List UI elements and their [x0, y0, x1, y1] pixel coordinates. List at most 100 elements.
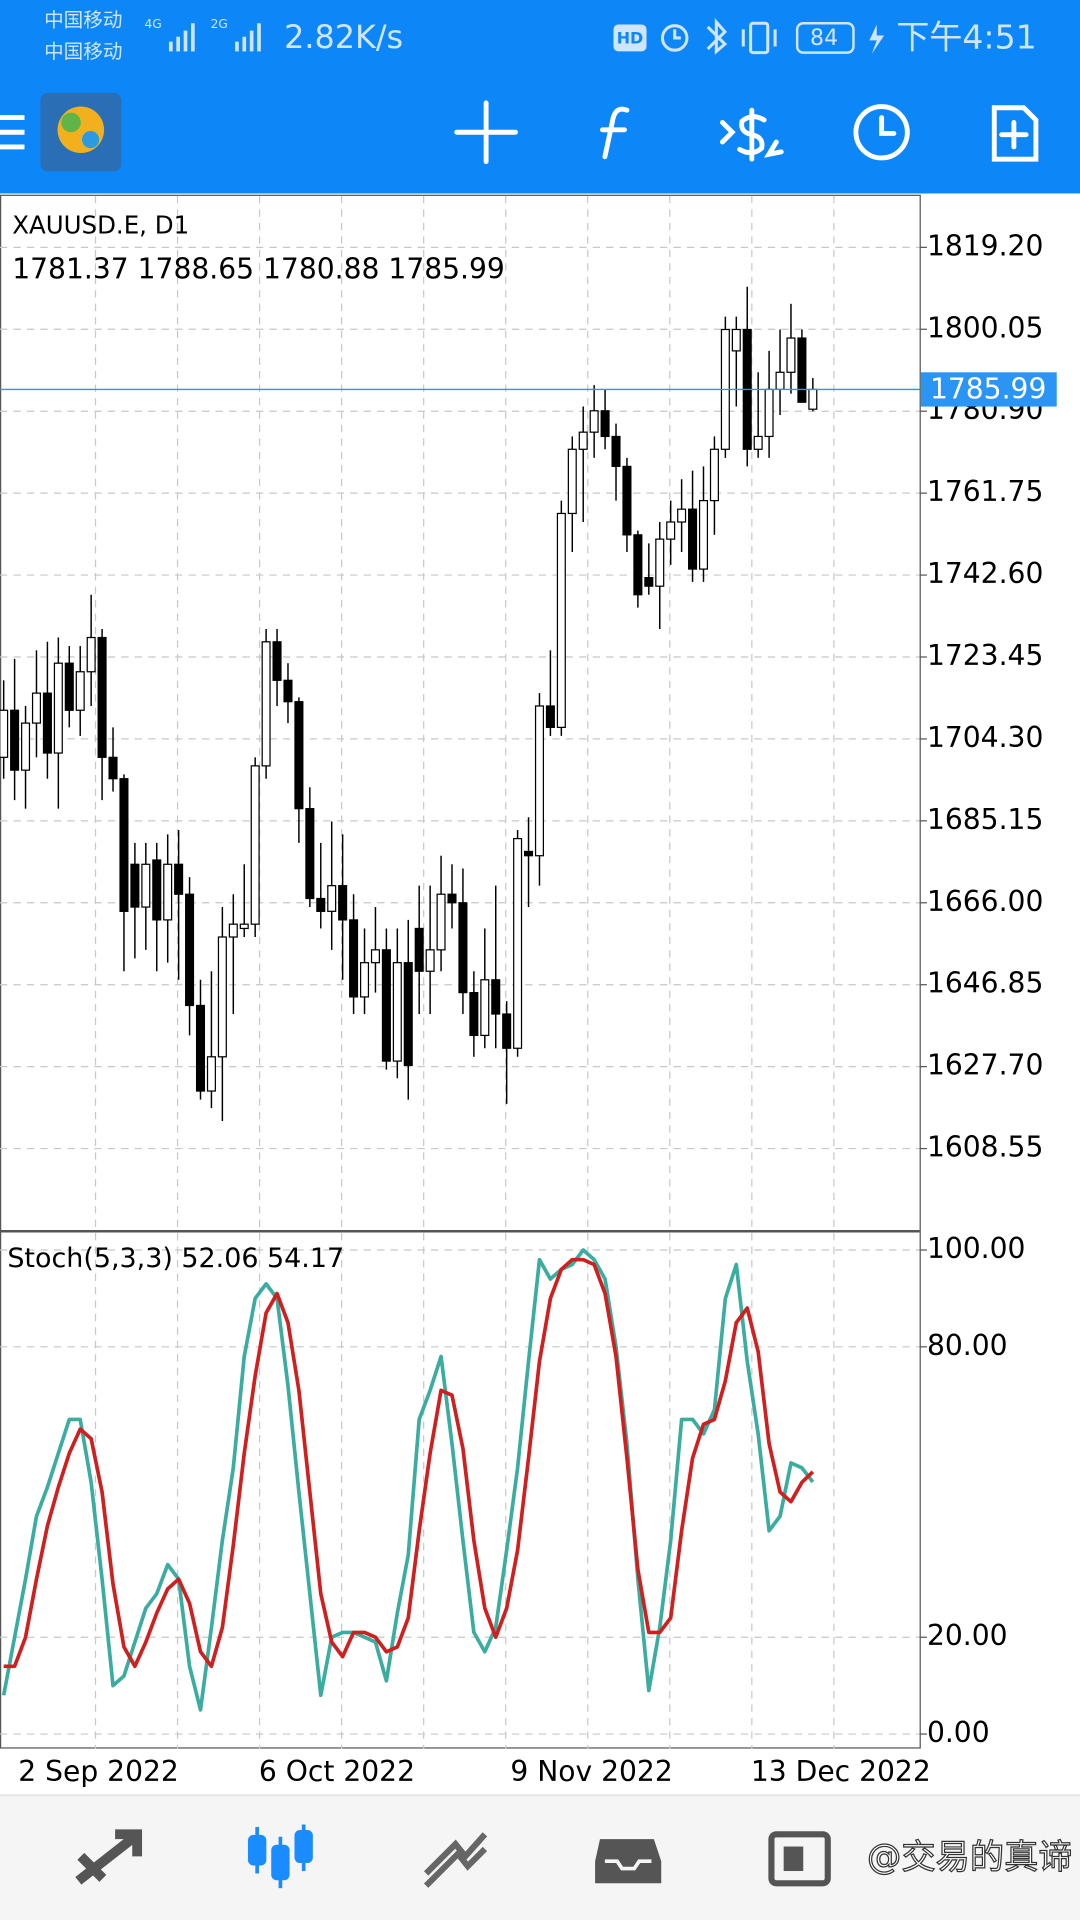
- y-tick-label: 1704.30: [927, 721, 1043, 754]
- stoch-title: Stoch(5,3,3): [7, 1242, 172, 1273]
- candle-body: [589, 410, 599, 433]
- chart-tab[interactable]: [247, 1824, 313, 1889]
- candle-body: [425, 949, 435, 972]
- candle-body: [698, 500, 709, 570]
- candle-body: [567, 448, 577, 515]
- candle-body: [195, 1004, 206, 1092]
- quotes-tab[interactable]: [75, 1829, 143, 1885]
- candle-body: [141, 863, 151, 908]
- battery: [795, 22, 855, 54]
- x-tick-label: 13 Dec 2022: [751, 1755, 931, 1788]
- signal-icons: [168, 23, 261, 52]
- candle-body: [75, 671, 85, 711]
- stoch-line: [1, 1248, 815, 1712]
- candle-body: [458, 902, 468, 994]
- status-icons: [660, 17, 777, 55]
- y-tick-label: 1646.85: [927, 967, 1043, 1000]
- y-tick-label: 80.00: [927, 1329, 1008, 1362]
- candle-body: [655, 538, 665, 587]
- y-tick-label: 1723.45: [927, 639, 1043, 672]
- candle-body: [250, 765, 260, 925]
- candle-body: [447, 893, 457, 904]
- candle-body: [21, 722, 31, 771]
- y-tick-label: 1666.00: [927, 885, 1043, 918]
- candle-body: [611, 435, 621, 468]
- candle-body: [228, 923, 238, 938]
- candle-body: [578, 431, 588, 450]
- crosshair-button[interactable]: [454, 100, 518, 165]
- candle-body: [786, 337, 796, 373]
- trade-button[interactable]: [720, 107, 784, 162]
- candle-body: [163, 863, 173, 921]
- x-tick-label: 9 Nov 2022: [510, 1755, 672, 1788]
- price-tag-label: 1785.99: [930, 373, 1046, 406]
- indicators-button[interactable]: [600, 106, 630, 160]
- charging-icon: [869, 24, 885, 54]
- candle-body: [502, 1013, 512, 1049]
- candle-body: [753, 435, 763, 450]
- candle-body: [305, 808, 315, 900]
- trade-tab[interactable]: [423, 1832, 488, 1888]
- carrier: 中国移动: [44, 40, 122, 63]
- candle-body: [622, 465, 632, 536]
- candle-body: [688, 508, 698, 570]
- y-tick-label: 100.00: [927, 1232, 1026, 1265]
- new-order-button[interactable]: [991, 105, 1039, 162]
- stoch-line: [3, 1257, 815, 1669]
- y-tick-label: 1608.55: [927, 1131, 1043, 1164]
- y-tick-label: 1800.05: [927, 311, 1043, 344]
- app-logo[interactable]: [40, 93, 122, 172]
- bottom-nav: [0, 1795, 1080, 1920]
- candle-body: [403, 962, 413, 1066]
- candle-body: [294, 701, 304, 810]
- candle-body: [414, 927, 424, 972]
- candle-body: [644, 577, 654, 587]
- candle-body: [524, 850, 534, 857]
- candle-body: [316, 897, 326, 912]
- candle-body: [108, 756, 118, 780]
- candle-body: [31, 692, 42, 724]
- hd-badge: [613, 24, 647, 52]
- settings-tab[interactable]: [768, 1831, 831, 1887]
- candle-body: [86, 636, 96, 673]
- candle-body: [349, 919, 359, 998]
- history-button[interactable]: [853, 104, 910, 161]
- y-tick-label: 1742.60: [927, 557, 1043, 590]
- candle-body: [239, 923, 249, 930]
- history-tab[interactable]: [595, 1839, 662, 1884]
- candle-body: [392, 962, 402, 1062]
- price-tag: [920, 372, 1057, 407]
- menu-button[interactable]: [0, 115, 25, 150]
- candle-body: [764, 388, 774, 438]
- y-tick-label: 1819.20: [927, 229, 1043, 262]
- candle-body: [600, 410, 610, 438]
- candle-body: [491, 979, 501, 1015]
- carrier: 中国移动: [44, 8, 122, 31]
- candle-body: [152, 859, 162, 921]
- candle-body: [709, 448, 719, 502]
- candle-body: [775, 371, 785, 390]
- candle-body: [130, 863, 140, 908]
- candle-body: [633, 534, 643, 596]
- close-value: 1785.99: [388, 253, 504, 286]
- high-value: 1788.65: [138, 253, 254, 286]
- stoch-header: Stoch(5,3,3) 52.06 54.17: [7, 1242, 344, 1273]
- candle-body: [327, 885, 337, 912]
- network: 4G: [144, 17, 161, 31]
- watermark: @交易的真谛: [867, 1837, 1073, 1877]
- candle-body: [283, 679, 293, 703]
- candle-body: [731, 328, 741, 352]
- candle-body: [545, 705, 555, 728]
- candle-body: [206, 1056, 216, 1092]
- candle-body: [119, 778, 129, 912]
- symbol-title: XAUUSD.E, D1: [12, 211, 189, 240]
- candle-body: [53, 662, 63, 754]
- low-value: 1780.88: [263, 253, 379, 286]
- y-tick-label: 1685.15: [927, 803, 1043, 836]
- hd-text: HD: [617, 29, 644, 48]
- candle-body: [261, 641, 271, 767]
- candle-body: [10, 709, 20, 771]
- candle-body: [797, 337, 807, 403]
